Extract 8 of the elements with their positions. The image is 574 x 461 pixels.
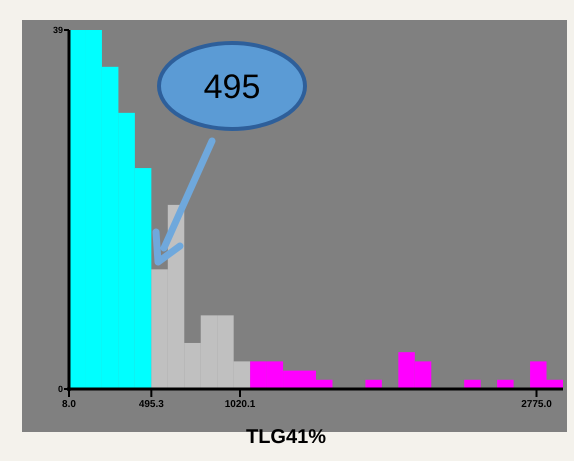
y-tick-label: 0: [58, 384, 63, 394]
y-tick-label: 39: [52, 25, 63, 36]
x-tick-label: 8.0: [62, 399, 76, 410]
x-axis-title: TLG41%: [246, 426, 326, 448]
x-tick-label: 2775.0: [521, 399, 552, 410]
x-tick-label: 1020.1: [224, 399, 256, 410]
annotation: 495: [204, 68, 260, 106]
x-tick-label: 495.3: [138, 399, 164, 410]
